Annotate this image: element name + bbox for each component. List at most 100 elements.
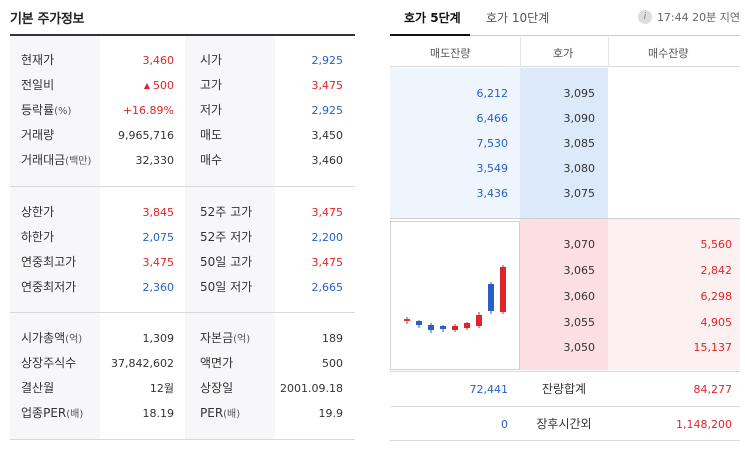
orderbook-tabs: 호가 5단계 호가 10단계 i 17:44 20분 지연 xyxy=(390,0,740,36)
after-hours-row: 0 장후시간외 1,148,200 xyxy=(390,406,740,441)
label-change-rate: 등락률(%) xyxy=(21,103,72,117)
price-section: 현재가 3,460 시가 2,925 전일비 ▲ 500 고가 3,475 등락률… xyxy=(10,36,355,187)
label-listing-date: 상장일 xyxy=(200,381,234,395)
bid-row[interactable]: 3,065 2,842 xyxy=(390,258,740,283)
info-row: 상한가 3,845 52주 고가 3,475 xyxy=(10,200,355,225)
basic-info-title: 기본 주가정보 xyxy=(10,12,85,27)
label-year-high: 연중최고가 xyxy=(21,255,77,269)
value-ask: 3,450 xyxy=(311,129,344,142)
header-price: 호가 xyxy=(553,47,574,60)
value-change: ▲ 500 xyxy=(143,79,174,92)
total-remaining-row: 72,441 잔량합계 84,277 xyxy=(390,371,740,406)
value-open: 2,925 xyxy=(311,54,344,67)
bid-price: 3,070 xyxy=(563,238,596,251)
bid-qty: 2,842 xyxy=(700,264,733,277)
candle-blue xyxy=(440,325,446,332)
ask-qty: 3,436 xyxy=(476,187,509,200)
range-section: 상한가 3,845 52주 고가 3,475 하한가 2,075 52주 저가 … xyxy=(10,187,355,313)
bid-qty: 15,137 xyxy=(693,341,733,354)
candle-blue xyxy=(488,282,494,314)
candle-blue xyxy=(428,323,434,333)
ask-row[interactable]: 6,212 3,095 xyxy=(390,81,740,106)
mini-candle-chart xyxy=(390,221,520,370)
tab-5-levels[interactable]: 호가 5단계 xyxy=(404,11,461,25)
bid-row[interactable]: 3,055 4,905 xyxy=(390,310,740,335)
tab-10-levels[interactable]: 호가 10단계 xyxy=(486,11,550,25)
value-volume: 9,965,716 xyxy=(118,129,174,142)
value-year-high: 3,475 xyxy=(142,256,175,269)
value-listed-shares: 37,842,602 xyxy=(111,357,174,370)
ask-row[interactable]: 3,436 3,075 xyxy=(390,181,740,206)
total-label: 잔량합계 xyxy=(541,382,587,396)
value-market-cap: 1,309 xyxy=(142,332,175,345)
ask-qty: 3,549 xyxy=(476,162,509,175)
info-row: 거래량 9,965,716 매도 3,450 xyxy=(10,123,355,148)
value-low: 2,925 xyxy=(311,104,344,117)
value-52w-high: 3,475 xyxy=(311,206,344,219)
ask-row[interactable]: 3,549 3,080 xyxy=(390,156,740,181)
basic-info-panel: 기본 주가정보 현재가 3,460 시가 2,925 전일비 ▲ 500 고가 3… xyxy=(0,0,355,450)
orderbook-header: 매도잔량 호가 매수잔량 xyxy=(390,37,740,67)
label-market-cap: 시가총액(억) xyxy=(21,331,83,345)
info-row: 시가총액(억) 1,309 자본금(억) 189 xyxy=(10,326,355,351)
delay-text: 17:44 20분 지연 xyxy=(656,11,740,24)
label-current-price: 현재가 xyxy=(21,53,55,67)
label-high: 고가 xyxy=(200,78,223,92)
value-52w-low: 2,200 xyxy=(311,231,344,244)
info-row: 상장주식수 37,842,602 액면가 500 xyxy=(10,351,355,376)
value-50d-low: 2,665 xyxy=(311,281,344,294)
active-tab-indicator xyxy=(390,34,470,36)
value-industry-per: 18.19 xyxy=(142,407,175,420)
candle-red xyxy=(464,322,470,330)
bid-price: 3,050 xyxy=(563,341,596,354)
header-bid-qty: 매수잔량 xyxy=(648,47,689,60)
bid-row[interactable]: 3,050 15,137 xyxy=(390,335,740,360)
delay-info: i 17:44 20분 지연 xyxy=(637,9,740,25)
label-volume: 거래량 xyxy=(21,128,55,142)
value-current-price: 3,460 xyxy=(142,54,175,67)
candle-blue xyxy=(416,320,422,328)
bid-qty: 6,298 xyxy=(700,290,733,303)
ask-row[interactable]: 7,530 3,085 xyxy=(390,131,740,156)
info-row: 현재가 3,460 시가 2,925 xyxy=(10,48,355,73)
label-fiscal-month: 결산월 xyxy=(21,381,55,395)
value-capital: 189 xyxy=(322,332,343,345)
label-52w-low: 52주 저가 xyxy=(200,230,253,244)
value-50d-high: 3,475 xyxy=(311,256,344,269)
label-capital: 자본금(억) xyxy=(200,331,251,345)
candle-red xyxy=(452,324,458,332)
candle-red xyxy=(476,312,482,328)
label-trade-amount: 거래대금(백만) xyxy=(21,153,92,167)
value-lower-limit: 2,075 xyxy=(142,231,175,244)
info-row: 거래대금(백만) 32,330 매수 3,460 xyxy=(10,148,355,173)
value-change-rate: +16.89% xyxy=(122,104,174,117)
total-ask-qty: 72,441 xyxy=(469,383,509,396)
info-row: 연중최저가 2,360 50일 저가 2,665 xyxy=(10,275,355,300)
label-50d-high: 50일 고가 xyxy=(200,255,253,269)
bid-row[interactable]: 3,060 6,298 xyxy=(390,284,740,309)
ask-price: 3,075 xyxy=(563,187,596,200)
bid-price-area xyxy=(520,218,608,370)
info-row: 등락률(%) +16.89% 저가 2,925 xyxy=(10,98,355,123)
value-per: 19.9 xyxy=(318,407,344,420)
value-fiscal-month: 12월 xyxy=(149,382,174,395)
value-trade-amount: 32,330 xyxy=(135,154,175,167)
info-icon[interactable]: i xyxy=(637,10,652,24)
label-low: 저가 xyxy=(200,103,223,117)
bid-row[interactable]: 3,070 5,560 xyxy=(390,232,740,257)
orderbook-panel: 호가 5단계 호가 10단계 i 17:44 20분 지연 매도잔량 호가 매수… xyxy=(390,0,740,450)
label-50d-low: 50일 저가 xyxy=(200,280,253,294)
value-upper-limit: 3,845 xyxy=(142,206,175,219)
ask-row[interactable]: 6,466 3,090 xyxy=(390,106,740,131)
label-change: 전일비 xyxy=(21,78,55,92)
bid-qty: 5,560 xyxy=(700,238,733,251)
ask-price: 3,095 xyxy=(563,87,596,100)
label-industry-per: 업종PER(배) xyxy=(21,406,84,420)
label-year-low: 연중최저가 xyxy=(21,280,77,294)
label-ask: 매도 xyxy=(200,128,223,142)
after-hours-ask-qty: 0 xyxy=(501,418,508,431)
company-section: 시가총액(억) 1,309 자본금(억) 189 상장주식수 37,842,60… xyxy=(10,313,355,440)
value-year-low: 2,360 xyxy=(142,281,175,294)
total-bid-qty: 84,277 xyxy=(693,383,733,396)
bid-price: 3,055 xyxy=(563,316,596,329)
